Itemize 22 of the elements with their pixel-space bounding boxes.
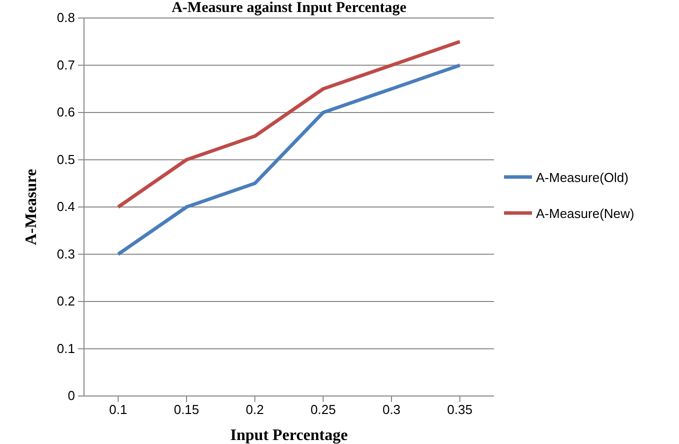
x-axis-title: Input Percentage — [230, 427, 348, 444]
y-tick-label: 0.8 — [56, 10, 75, 26]
y-tick-label: 0.6 — [56, 104, 75, 120]
y-axis-title: A-Measure — [23, 168, 40, 246]
y-tick-label: 0 — [68, 388, 75, 404]
line-series — [116, 64, 462, 256]
y-tick-label: 0.2 — [56, 294, 75, 309]
x-tick-label: 0.25 — [310, 402, 336, 418]
x-tick-label: 0.15 — [174, 402, 200, 418]
x-tick-label: 0.1 — [109, 402, 128, 418]
y-tick-label: 0.4 — [56, 199, 75, 214]
chart-title: A-Measure against Input Percentage — [172, 0, 407, 16]
x-tick-label: 0.35 — [447, 402, 472, 418]
line-series — [116, 40, 462, 209]
y-tick-label: 0.7 — [56, 57, 75, 72]
x-tick-label: 0.2 — [246, 402, 264, 418]
y-tick-label: 0.5 — [56, 152, 75, 167]
legend-label: A-Measure(Old) — [536, 170, 628, 185]
y-tick-label: 0.3 — [56, 246, 75, 262]
legend-label: A-Measure(New) — [536, 206, 634, 221]
y-tick-label: 0.1 — [56, 340, 75, 356]
x-tick-label: 0.3 — [382, 402, 401, 418]
